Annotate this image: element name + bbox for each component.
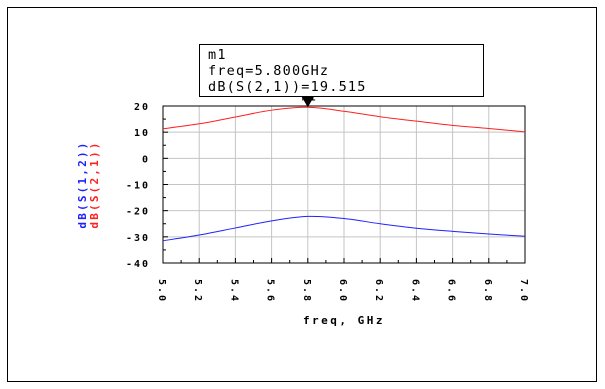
marker-readout-box[interactable]: m1 freq=5.800GHz dB(S(2,1))=19.515	[199, 44, 484, 97]
x-axis-label: freq, GHz	[303, 314, 385, 327]
x-tick-label: 5.4	[228, 279, 239, 303]
x-tick-label: 5.2	[192, 279, 203, 303]
x-tick-label: 5.8	[301, 279, 312, 303]
x-tick-label: 6.0	[337, 279, 348, 303]
series-line-0	[162, 215, 526, 242]
series-line-1	[162, 106, 526, 133]
y-tick-label: 20	[134, 102, 150, 113]
x-tick-label: 6.8	[482, 279, 493, 303]
x-tick-label: 5.0	[156, 279, 167, 303]
y-tick-label: -40	[126, 259, 150, 270]
y-axis-label-1: dB(S(2,1))	[88, 140, 101, 228]
y-tick-label: 10	[134, 128, 150, 139]
grid	[162, 105, 526, 264]
y-tick-label: 0	[142, 154, 150, 165]
marker-readout-name: m1	[208, 47, 227, 63]
x-tick-label: 6.6	[446, 279, 457, 303]
x-tick-label: 7.0	[518, 279, 529, 303]
y-tick-label: -20	[126, 207, 150, 218]
y-axis-label-0: dB(S(1,2))	[76, 140, 89, 228]
y-tick-label: -10	[126, 181, 150, 192]
marker-readout-value: dB(S(2,1))=19.515	[208, 79, 367, 95]
x-tick-label: 5.6	[265, 279, 276, 303]
y-tick-label: -30	[126, 233, 150, 244]
x-tick-label: 6.2	[373, 279, 384, 303]
marker-readout-freq: freq=5.800GHz	[208, 63, 330, 79]
marker-triangle	[300, 95, 315, 108]
x-tick-label: 6.4	[409, 279, 420, 303]
